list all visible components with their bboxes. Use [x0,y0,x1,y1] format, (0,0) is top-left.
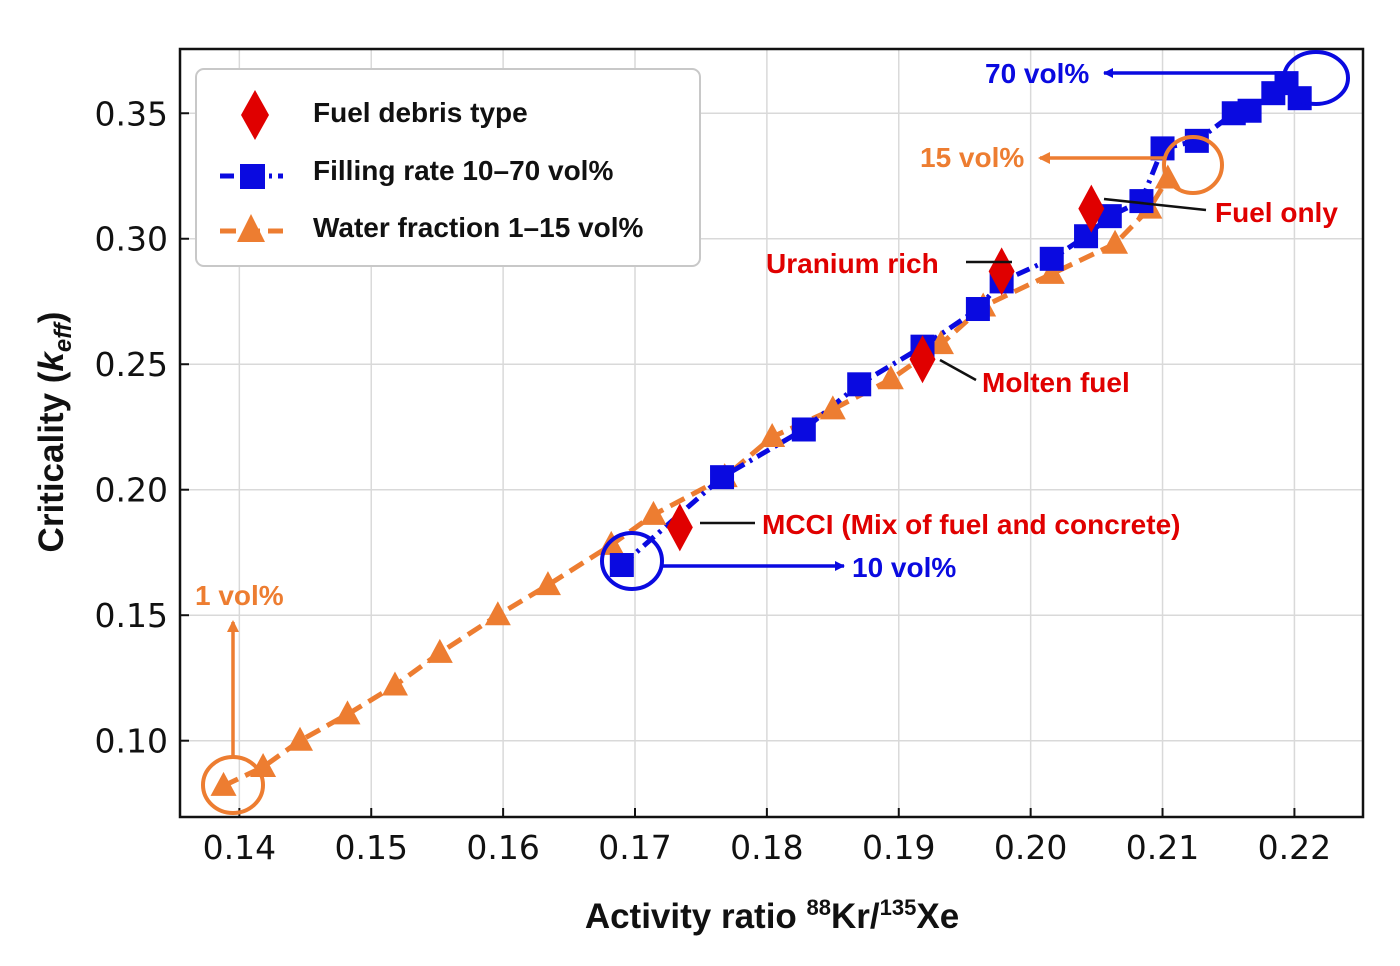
legend-box [195,68,701,267]
label-fuel-only: Fuel only [1215,197,1338,228]
label-70-vol: 70 vol% [985,58,1089,89]
x-axis-title-iso-den: 135 [880,895,917,920]
x-axis-title-elem-den: Xe [916,897,959,936]
filling-rate-point [1039,246,1064,271]
filling-rate-point [609,553,634,578]
legend-triangle-marker [237,214,265,242]
legend-label-fuel-debris: Fuel debris type [313,97,528,128]
fuel-debris-point [1078,184,1105,233]
filling-rate-point [1074,224,1099,249]
circle-70-vol [1282,50,1350,106]
x-axis-title-iso-num: 88 [807,895,831,920]
fuel-debris-point [988,247,1015,296]
x-axis-title: Activity ratio 88Kr/135Xe [585,895,959,936]
label-mcci: MCCI (Mix of fuel and concrete) [762,509,1180,540]
water-fraction-point [381,671,408,696]
water-fraction-point [1038,259,1065,284]
y-tick-label: 0.20 [95,471,168,510]
fuel-debris-point [909,335,936,384]
circle-10-vol [600,531,664,591]
y-axis-title-var: k [32,351,71,372]
label-15-vol: 15 vol% [920,142,1024,173]
plot-frame [178,47,1365,819]
water-fraction-point [1102,229,1129,254]
x-tick-label: 0.22 [1258,828,1331,867]
legend-label-water-fraction: Water fraction 1–15 vol% [313,212,644,243]
x-tick-label: 0.14 [203,828,276,867]
filling-rate-point [965,297,990,322]
x-axis-title-prefix: Activity ratio [585,897,807,936]
circle-1-vol [201,755,265,815]
annotations: 70 vol% 15 vol% Fuel only Uranium rich M… [195,50,1350,815]
y-tick-label: 0.35 [95,94,168,133]
filling-rate-point [710,465,735,490]
y-tick-label: 0.10 [95,722,168,761]
label-10-vol: 10 vol% [852,552,956,583]
y-tick-label: 0.25 [95,345,168,384]
y-tick-label: 0.15 [95,596,168,635]
legend-square-marker [240,164,265,189]
filling-rate-point [847,372,872,397]
y-tick-label: 0.30 [95,220,168,259]
circle-15-vol [1162,135,1224,195]
y-axis-title-close: ) [32,312,71,324]
y-axis-title-sub: eff [50,321,77,352]
label-molten-fuel: Molten fuel [982,367,1130,398]
water-fraction-point [426,638,453,663]
filling-rate-point [1287,86,1312,111]
pointer-molten-fuel [939,358,977,382]
legend-diamond-marker [241,90,269,140]
y-axis-title-main: Criticality ( [32,371,71,552]
pointer-fuel-only [1103,197,1207,212]
water-fraction-point [210,771,237,796]
water-fraction-point [250,753,277,778]
y-axis-title: Criticality (keff) [32,312,77,553]
x-tick-label: 0.18 [730,828,803,867]
water-fraction-point [759,423,786,448]
x-axis-title-elem-num: Kr/ [831,897,880,936]
x-tick-label: 0.19 [862,828,935,867]
axis-ticks: 0.14 0.15 0.16 0.17 0.18 0.19 0.20 0.21 0.22 0.10… [95,94,1332,867]
water-fraction-point [640,500,667,525]
filling-rate-point [1237,98,1262,123]
water-fraction-point [819,395,846,420]
water-fraction-point [877,365,904,390]
x-tick-label: 0.15 [334,828,407,867]
filling-rate-point [791,417,816,442]
legend-label-filling-rate: Filling rate 10–70 vol% [313,155,613,186]
series-line-triangle [222,177,1170,789]
water-fraction-point [534,571,561,596]
water-fraction-point [287,726,314,751]
x-tick-label: 0.16 [466,828,539,867]
x-tick-label: 0.20 [994,828,1067,867]
water-fraction-point [484,601,511,626]
x-tick-label: 0.17 [598,828,671,867]
legend: Fuel debris type Filling rate 10–70 vol%… [195,68,701,267]
label-uranium-rich: Uranium rich [766,248,939,279]
fuel-debris-point [666,503,693,552]
x-tick-label: 0.21 [1126,828,1199,867]
water-fraction-point [334,700,361,725]
label-1-vol: 1 vol% [195,580,284,611]
